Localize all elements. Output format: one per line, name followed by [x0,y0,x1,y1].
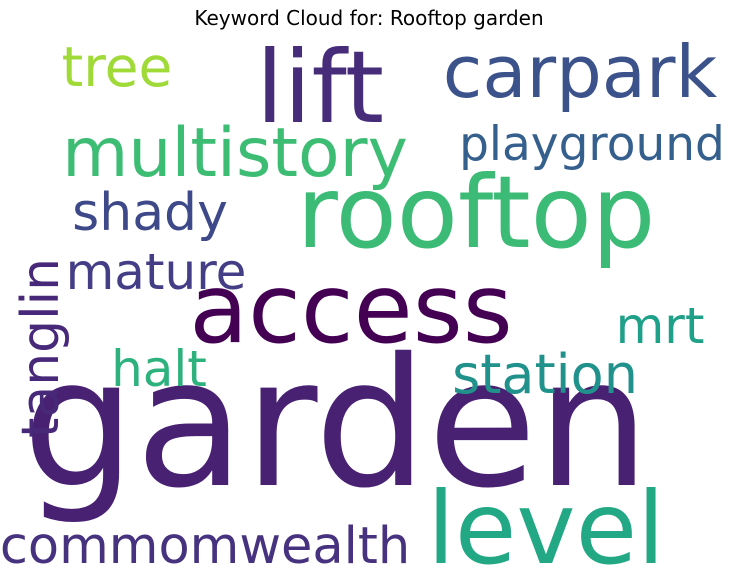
word-shady: shady [72,183,228,243]
word-access: access [189,253,512,365]
word-mature: mature [66,243,247,301]
word-rooftop: rooftop [297,154,656,271]
word-level: level [427,470,665,583]
word-carpark: carpark [443,30,718,114]
word-multistory: multistory [62,114,408,193]
word-playground: playground [459,117,725,172]
word-mrt: mrt [616,297,705,355]
word-tree: tree [62,35,173,99]
word-halt: halt [111,340,207,398]
word-tanglin: tanglin [11,258,71,438]
word-lift: lift [256,29,384,146]
chart-title: Keyword Cloud for: Rooftop garden [194,6,544,30]
word-commomwealth: commomwealth [0,517,410,576]
word-station: station [452,343,638,406]
word-garden: garden [22,320,649,527]
